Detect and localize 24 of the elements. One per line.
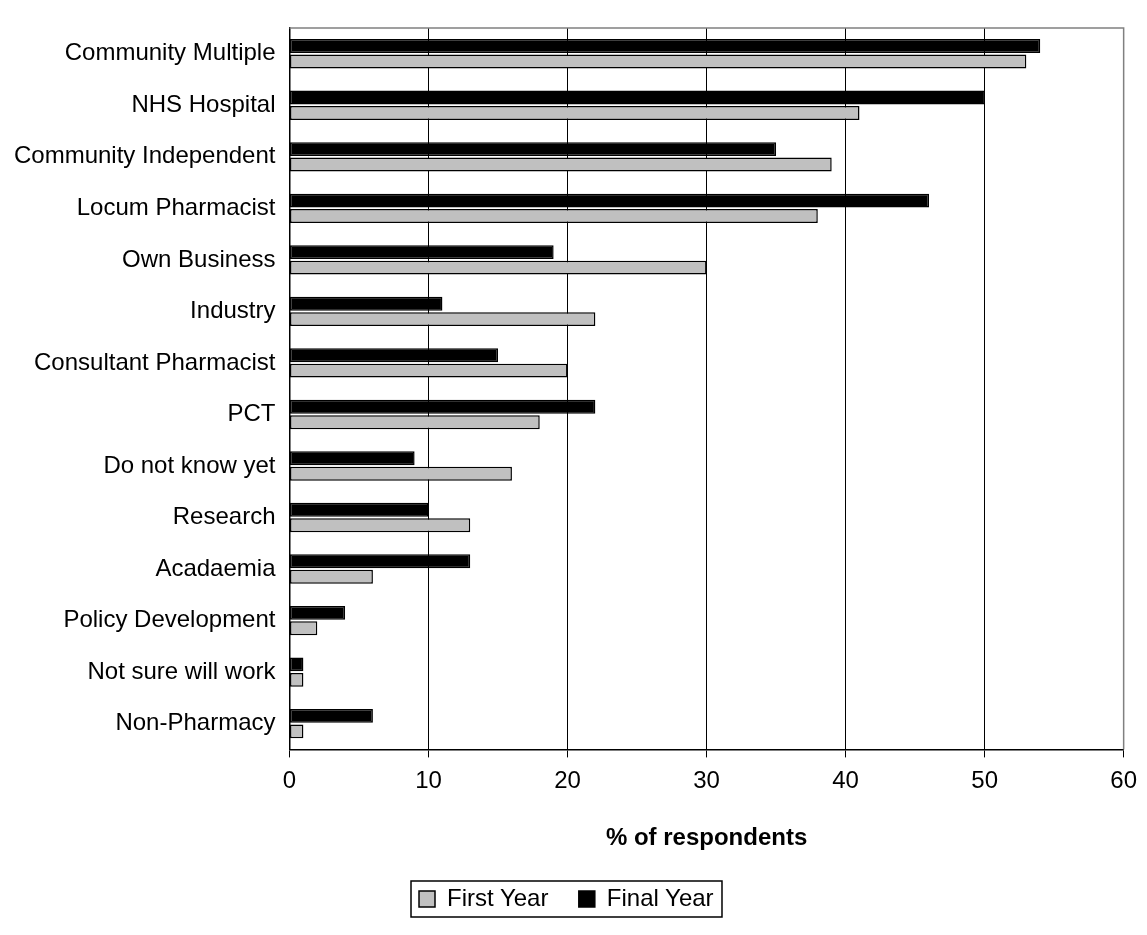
y-tick-label: Acadaemia: [155, 553, 277, 581]
x-tick-label: 50: [971, 766, 998, 794]
y-tick-label: Non-Pharmacy: [115, 708, 276, 736]
y-tick-label: NHS Hospital: [131, 89, 276, 117]
x-tick-label: 20: [554, 766, 581, 794]
y-tick-label: Research: [172, 502, 276, 530]
y-tick-label: PCT: [227, 399, 276, 427]
x-tick-label: 40: [832, 766, 859, 794]
y-tick-label: Own Business: [122, 244, 276, 272]
x-tick-label: 60: [1110, 766, 1137, 794]
x-axis-title: % of respondents: [605, 823, 808, 851]
y-tick-label: Locum Pharmacist: [76, 192, 276, 220]
y-tick-label: Not sure will work: [87, 656, 277, 684]
y-tick-label: Policy Development: [63, 605, 276, 633]
x-tick-label: 10: [415, 766, 442, 794]
y-tick-label: Community Independent: [13, 141, 276, 169]
x-tick-label: 0: [282, 766, 297, 794]
legend-label: First Year: [447, 883, 549, 911]
y-tick-label: Industry: [190, 296, 276, 324]
y-tick-label: Community Multiple: [64, 38, 276, 66]
y-tick-label: Consultant Pharmacist: [34, 347, 276, 375]
x-tick-label: 30: [693, 766, 720, 794]
legend-label: Final Year: [606, 883, 714, 911]
y-tick-label: Do not know yet: [103, 450, 276, 478]
